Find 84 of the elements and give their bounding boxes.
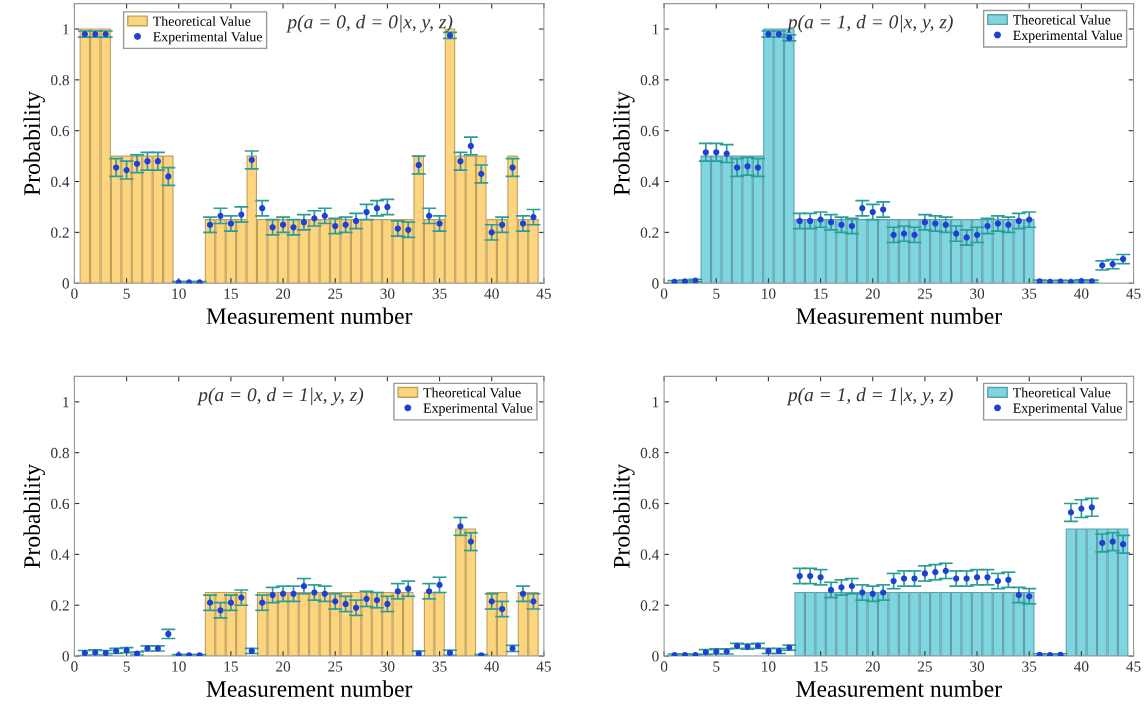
y-tick-label: 0.4	[640, 549, 659, 560]
y-tick-label: 0.4	[51, 549, 70, 560]
y-axis-title: Probability	[613, 91, 635, 196]
y-axis-title: Probability	[23, 463, 45, 569]
legend-label: Theoretical Value	[1013, 387, 1111, 398]
x-axis-title: Measurement number	[796, 680, 1002, 697]
x-axis-title: Measurement number	[206, 307, 413, 325]
legend-label: Theoretical Value	[153, 16, 251, 27]
text: p(a = 0, d = 0|x, y, z)	[286, 14, 453, 33]
x-tick-label: 30	[380, 661, 395, 672]
text: p(a = 0, d = 1|x, y, z)	[197, 387, 364, 406]
text: p(a = 1, d = 1|x, y, z)	[786, 387, 953, 406]
x-tick-label: 45	[536, 288, 551, 299]
y-tick-label: 0	[652, 651, 659, 662]
x-tick-label: 25	[328, 288, 343, 299]
x-tick-label: 0	[71, 288, 78, 299]
x-tick-label: 30	[970, 288, 985, 299]
x-tick-label: 5	[713, 661, 720, 672]
x-tick-label: 40	[484, 288, 499, 299]
x-tick-label: 10	[172, 661, 186, 672]
x-tick-label: 40	[1074, 661, 1089, 672]
y-tick-label: 0	[652, 278, 659, 289]
text: p(a = 1, d = 0|x, y, z)	[786, 14, 953, 33]
x-tick-label: 10	[762, 288, 776, 299]
x-tick-label: 15	[814, 288, 828, 299]
y-tick-label: 0	[62, 278, 69, 289]
y-tick-label: 0.2	[51, 600, 69, 611]
y-tick-label: 1	[63, 397, 69, 408]
legend-label: Experimental Value	[153, 31, 262, 45]
x-tick-label: 25	[917, 288, 932, 299]
x-tick-label: 35	[1022, 288, 1037, 299]
x-axis-title: Measurement number	[206, 680, 413, 697]
y-tick-label: 0	[62, 651, 69, 662]
y-tick-label: 0.4	[51, 176, 70, 188]
x-tick-label: 15	[224, 661, 238, 672]
x-tick-label: 0	[660, 288, 668, 299]
x-tick-label: 45	[1126, 288, 1141, 299]
y-tick-label: 0.6	[640, 498, 659, 510]
y-tick-label: 1	[652, 397, 659, 408]
x-tick-label: 10	[762, 661, 776, 672]
x-tick-label: 25	[917, 661, 932, 672]
x-tick-label: 35	[432, 661, 447, 672]
x-tick-label: 15	[814, 661, 828, 672]
x-tick-label: 20	[865, 288, 880, 299]
x-tick-label: 0	[660, 661, 668, 672]
x-tick-label: 20	[276, 288, 291, 299]
x-tick-label: 35	[1022, 661, 1037, 672]
legend-label: Theoretical Value	[423, 387, 521, 398]
y-tick-label: 1	[63, 24, 69, 35]
x-tick-label: 45	[536, 661, 551, 672]
x-tick-label: 5	[123, 288, 130, 299]
legend-label: Experimental Value	[423, 403, 533, 416]
x-tick-label: 10	[172, 288, 186, 299]
legend-label: Experimental Value	[1013, 403, 1122, 416]
y-tick-label: 0.8	[640, 447, 659, 459]
x-tick-label: 25	[328, 661, 343, 672]
legend-label: Experimental Value	[1013, 30, 1122, 43]
y-tick-label: 0.6	[51, 125, 70, 137]
x-tick-label: 5	[713, 288, 720, 299]
y-tick-label: 0.8	[51, 447, 69, 459]
y-axis-title: Probability	[23, 91, 45, 196]
x-tick-label: 40	[1074, 288, 1089, 299]
legend-label: Theoretical Value	[1013, 14, 1111, 25]
x-tick-label: 40	[484, 661, 499, 672]
y-axis-title: Probability	[613, 463, 635, 569]
x-tick-label: 45	[1126, 661, 1141, 672]
y-tick-label: 0.6	[51, 498, 70, 510]
x-tick-label: 35	[432, 288, 447, 299]
x-tick-label: 0	[71, 661, 78, 672]
y-tick-label: 0.2	[640, 227, 659, 238]
y-tick-label: 0.6	[640, 125, 659, 137]
x-tick-label: 5	[123, 661, 130, 672]
y-tick-label: 0.8	[640, 74, 659, 86]
x-tick-label: 20	[276, 661, 291, 672]
y-tick-label: 0.8	[51, 74, 69, 86]
y-tick-label: 0.2	[640, 600, 659, 611]
y-tick-label: 1	[652, 24, 659, 35]
x-tick-label: 30	[380, 288, 395, 299]
x-tick-label: 30	[970, 661, 985, 672]
x-axis-title: Measurement number	[796, 307, 1002, 325]
x-tick-label: 15	[224, 288, 238, 299]
x-tick-label: 20	[865, 661, 880, 672]
y-tick-label: 0.4	[640, 176, 659, 188]
y-tick-label: 0.2	[51, 227, 69, 238]
